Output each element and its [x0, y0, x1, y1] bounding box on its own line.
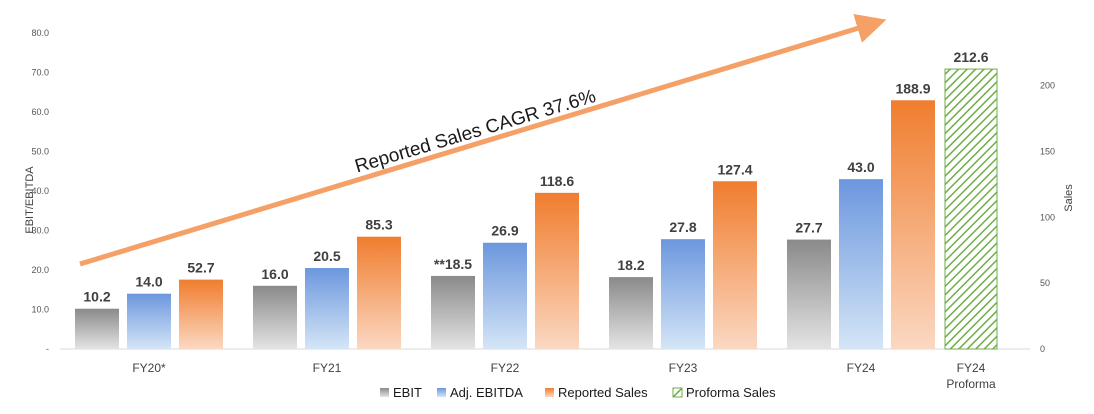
bar-reported-sales	[891, 100, 935, 349]
bar-ebit	[431, 275, 475, 349]
legend-label: Reported Sales	[558, 385, 648, 400]
data-label: 14.0	[135, 274, 162, 290]
data-label: 127.4	[717, 161, 752, 177]
y-tick-label: -	[46, 344, 49, 354]
y-tick-label: 40.0	[31, 186, 49, 196]
legend-swatch	[380, 388, 389, 397]
bar-adj-ebitda	[127, 293, 171, 349]
data-label: **18.5	[434, 256, 472, 272]
legend-swatch	[437, 388, 446, 397]
y-tick-label: 10.0	[31, 305, 49, 315]
cagr-annotation: Reported Sales CAGR 37.6%	[352, 86, 598, 178]
legend-swatch	[545, 388, 554, 397]
bar-adj-ebitda	[483, 242, 527, 349]
y2-tick-label: 0	[1040, 344, 1045, 354]
data-label: 43.0	[847, 159, 874, 175]
legend-swatch	[672, 387, 683, 398]
bar-reported-sales	[713, 181, 757, 349]
y2-axis-title: Sales	[1063, 184, 1075, 212]
bars	[75, 68, 998, 350]
bar-ebit	[75, 308, 119, 349]
legend-label: EBIT	[393, 385, 422, 400]
category-label: FY24	[847, 361, 876, 375]
bar-reported-sales	[535, 192, 579, 349]
category-label: FY21	[313, 361, 342, 375]
category-label: FY20*	[132, 361, 166, 375]
category-labels: FY20* FY21 FY22 FY23 FY24 FY24 Proforma	[132, 361, 996, 391]
bar-adj-ebitda	[305, 268, 349, 349]
bar-reported-sales	[357, 236, 401, 349]
legend-label: Proforma Sales	[686, 385, 776, 400]
data-label: 118.6	[540, 173, 574, 189]
y2-tick-label: 100	[1040, 212, 1055, 222]
y-tick-label: 50.0	[31, 147, 49, 157]
data-label: 52.7	[187, 260, 214, 276]
data-label: 27.8	[669, 219, 696, 235]
bar-reported-sales	[179, 279, 223, 349]
data-label: 10.2	[83, 289, 110, 305]
y-tick-label: 20.0	[31, 265, 49, 275]
y2-tick-label: 50	[1040, 278, 1050, 288]
bar-adj-ebitda	[661, 239, 705, 349]
legend-label: Adj. EBITDA	[450, 385, 523, 400]
data-label: 26.9	[491, 223, 518, 239]
y2-tick-label: 200	[1040, 81, 1055, 91]
y-tick-label: 60.0	[31, 107, 49, 117]
y-axis-title: EBIT/EBITDA	[24, 166, 36, 234]
data-label: 212.6	[953, 49, 988, 65]
bar-ebit	[609, 277, 653, 349]
data-label: 85.3	[365, 217, 392, 233]
legend: EBIT Adj. EBITDA Reported Sales Proforma Sa…	[380, 385, 776, 400]
bar-proforma-sales	[944, 68, 998, 350]
bar-ebit	[253, 285, 297, 349]
right-axis: 0 50 100 150 200	[1040, 81, 1055, 354]
bar-adj-ebitda	[839, 179, 883, 349]
plot-area: - 10.0 20.0 30.0 40.0 50.0 60.0 70.0 80.0 0 50 100…	[31, 28, 1055, 391]
data-label: 18.2	[617, 257, 644, 273]
data-label: 20.5	[313, 248, 340, 264]
data-labels: 10.2 14.0 52.7 16.0 20.5 85.3 **18.5 26.9 118.6 1…	[83, 49, 988, 305]
data-label: 27.7	[795, 220, 822, 236]
y-tick-label: 70.0	[31, 68, 49, 78]
data-label: 16.0	[261, 266, 288, 282]
y-tick-label: 30.0	[31, 226, 49, 236]
left-axis: - 10.0 20.0 30.0 40.0 50.0 60.0 70.0 80.0	[31, 28, 49, 354]
y2-tick-label: 150	[1040, 147, 1055, 157]
bar-ebit	[787, 239, 831, 349]
category-label: FY22	[491, 361, 520, 375]
category-label: FY24 Proforma	[946, 361, 996, 391]
data-label: 188.9	[895, 80, 930, 96]
cagr-arrow	[79, 13, 887, 267]
category-label: FY23	[669, 361, 698, 375]
y-tick-label: 80.0	[31, 28, 49, 38]
